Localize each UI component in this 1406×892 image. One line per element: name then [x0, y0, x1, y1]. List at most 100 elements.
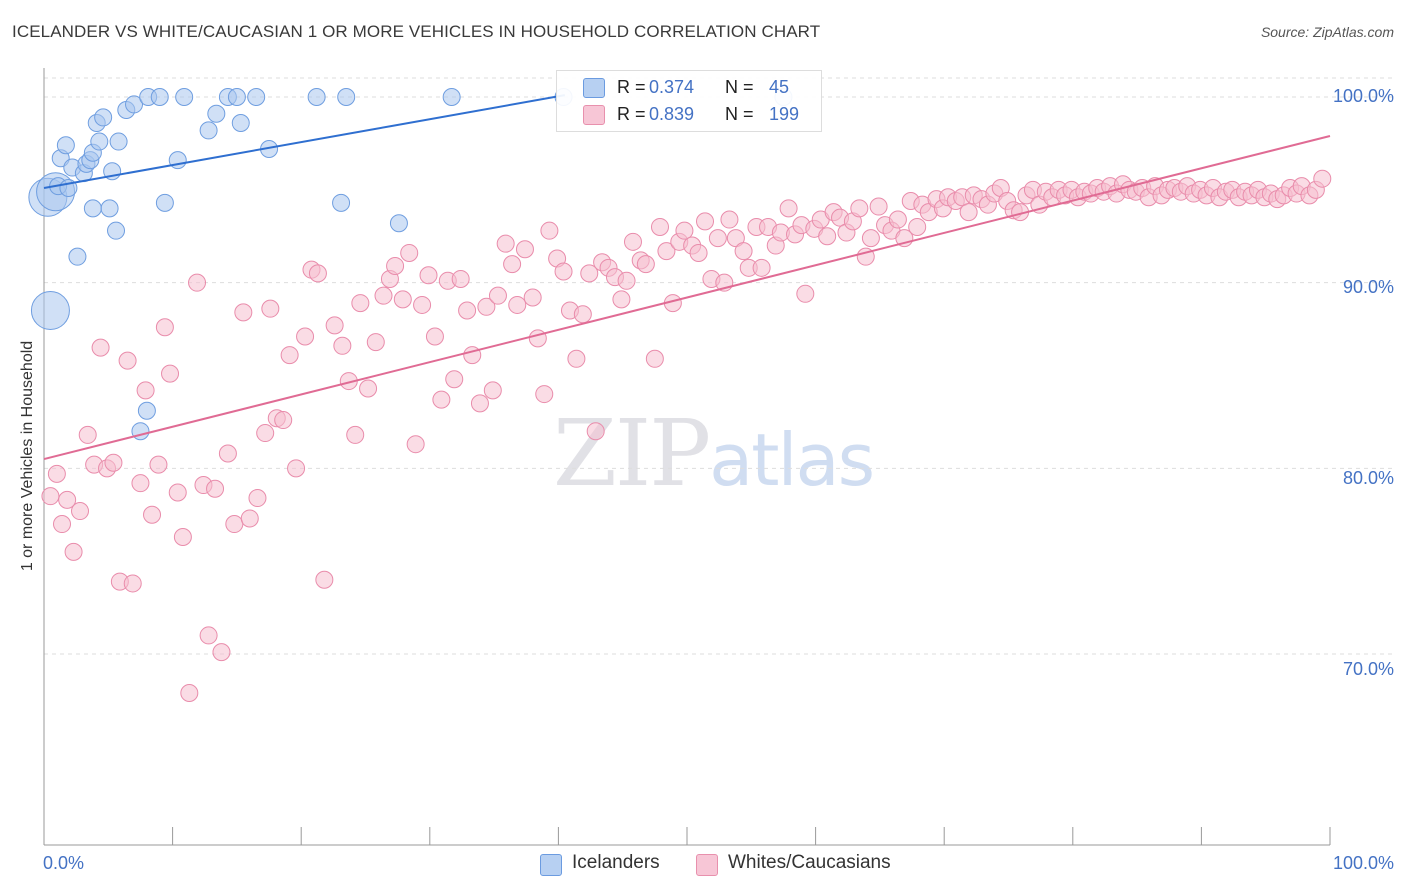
data-point [143, 505, 162, 524]
legend-r-label: R = [617, 77, 646, 97]
data-point [413, 295, 432, 314]
data-point [337, 88, 356, 106]
data-point [515, 240, 534, 259]
data-point [136, 381, 155, 400]
data-point [199, 626, 218, 645]
data-point [752, 258, 771, 277]
data-point [657, 242, 676, 261]
data-point [586, 422, 605, 441]
y-tick-100: 100.0% [1332, 86, 1394, 106]
data-point [374, 286, 393, 305]
data-point [207, 104, 226, 123]
chart-title: ICELANDER VS WHITE/CAUCASIAN 1 OR MORE V… [12, 22, 821, 41]
data-point [280, 346, 299, 365]
data-point [645, 349, 664, 368]
data-point [470, 394, 489, 413]
data-point [56, 136, 75, 155]
legend-whites-label[interactable]: Whites/Caucasians [728, 852, 891, 873]
source-label: Source: ZipAtlas.com [1260, 24, 1394, 40]
data-point [419, 266, 438, 285]
data-point [94, 108, 113, 127]
data-point [308, 264, 327, 283]
icelanders-trend-line [43, 94, 566, 189]
legend-icelanders-label[interactable]: Icelanders [572, 852, 660, 873]
data-point [636, 255, 655, 274]
data-point [850, 199, 869, 218]
whites-points [41, 169, 1332, 702]
data-point [107, 221, 126, 240]
data-point [58, 490, 77, 509]
data-point [90, 132, 109, 151]
legend-whites-swatch[interactable] [696, 854, 718, 876]
data-point [818, 227, 837, 246]
data-point [83, 199, 102, 218]
data-point [488, 286, 507, 305]
data-point [155, 318, 174, 337]
data-point [442, 88, 461, 106]
data-point [173, 528, 192, 547]
data-point [959, 203, 978, 222]
data-point [393, 290, 412, 309]
data-point [256, 424, 275, 443]
legend-n-label: N = [725, 104, 754, 124]
data-point [346, 425, 365, 444]
y-tick-70: 70.0% [1342, 659, 1394, 679]
y-tick-80: 80.0% [1342, 468, 1394, 488]
data-point [225, 515, 244, 534]
legend-row-icelanders: R = 0.374 N = 45 [557, 75, 821, 101]
legend-icelanders-swatch[interactable] [540, 854, 562, 876]
data-point [432, 390, 451, 409]
data-point [567, 349, 586, 368]
watermark-zip: ZIP [553, 400, 711, 507]
data-point [333, 336, 352, 355]
data-point [180, 683, 199, 702]
data-point [580, 264, 599, 283]
data-point [71, 502, 90, 521]
data-point [78, 425, 97, 444]
data-point [41, 487, 60, 506]
stats-legend: R = 0.374 N = 45 R = 0.839 N = 199 [556, 70, 822, 132]
data-point [234, 303, 253, 322]
watermark-atlas: atlas [709, 418, 875, 502]
data-point [118, 351, 137, 370]
data-point [332, 193, 351, 212]
x-tick-min: 0.0% [43, 853, 85, 873]
data-point [137, 401, 156, 420]
grid-lines [44, 77, 1392, 655]
data-point [30, 291, 70, 331]
data-point [64, 542, 83, 561]
legend-r-label: R = [617, 104, 646, 124]
trend-lines [43, 94, 1331, 461]
data-point [218, 444, 237, 463]
data-point [720, 210, 739, 229]
data-point [175, 88, 194, 106]
data-point [400, 243, 419, 262]
data-point [274, 411, 293, 430]
data-point [68, 247, 87, 266]
data-point [325, 316, 344, 335]
icelanders-points [28, 88, 793, 441]
data-point [389, 214, 408, 233]
data-point [206, 479, 225, 498]
data-point [1313, 169, 1332, 188]
legend-row-whites: R = 0.839 N = 199 [557, 102, 821, 128]
data-point [199, 121, 218, 140]
data-point [696, 212, 715, 231]
data-point [477, 297, 496, 316]
data-point [359, 379, 378, 398]
data-point [100, 199, 119, 218]
data-point [888, 210, 907, 229]
data-point [161, 364, 180, 383]
data-point [53, 515, 72, 534]
data-point [861, 229, 880, 248]
data-point [231, 113, 250, 132]
legend-swatch-blue [583, 78, 605, 98]
data-point [508, 295, 527, 314]
data-point [91, 338, 110, 357]
data-point [535, 385, 554, 404]
data-point [650, 217, 669, 236]
data-point [248, 489, 267, 508]
data-point [125, 95, 144, 114]
watermark: ZIPatlas [553, 400, 875, 507]
